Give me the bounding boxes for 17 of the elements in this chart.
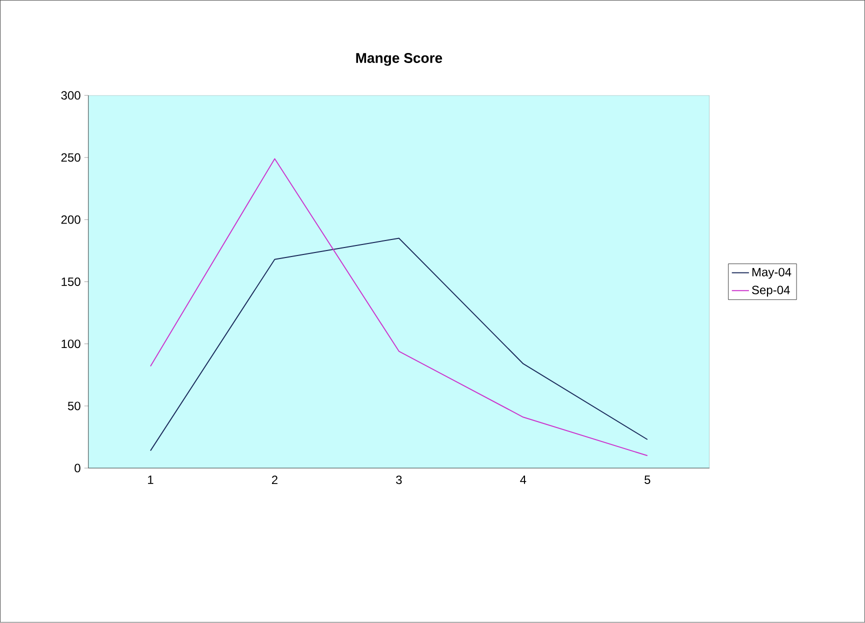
x-tick-label: 2 bbox=[272, 476, 278, 484]
y-tick-label: 250 bbox=[61, 153, 80, 162]
x-tick-label: 5 bbox=[644, 476, 650, 484]
line-series bbox=[150, 238, 648, 452]
y-tick-label: 150 bbox=[62, 278, 80, 286]
legend-label: May-04 bbox=[752, 268, 792, 279]
y-tick-label: 200 bbox=[61, 216, 80, 224]
y-tick-label: 300 bbox=[61, 91, 80, 100]
y-tick-label: 100 bbox=[62, 340, 80, 348]
legend-label: Sep-04 bbox=[752, 286, 790, 297]
x-tick-label: 1 bbox=[148, 476, 154, 484]
y-tick-label: 0 bbox=[74, 464, 80, 473]
x-tick-label: 4 bbox=[520, 476, 526, 484]
line-series bbox=[150, 158, 648, 456]
x-tick-label: 3 bbox=[396, 476, 402, 484]
y-tick-label: 50 bbox=[68, 402, 80, 410]
chart-title: Mange Score bbox=[356, 53, 442, 66]
